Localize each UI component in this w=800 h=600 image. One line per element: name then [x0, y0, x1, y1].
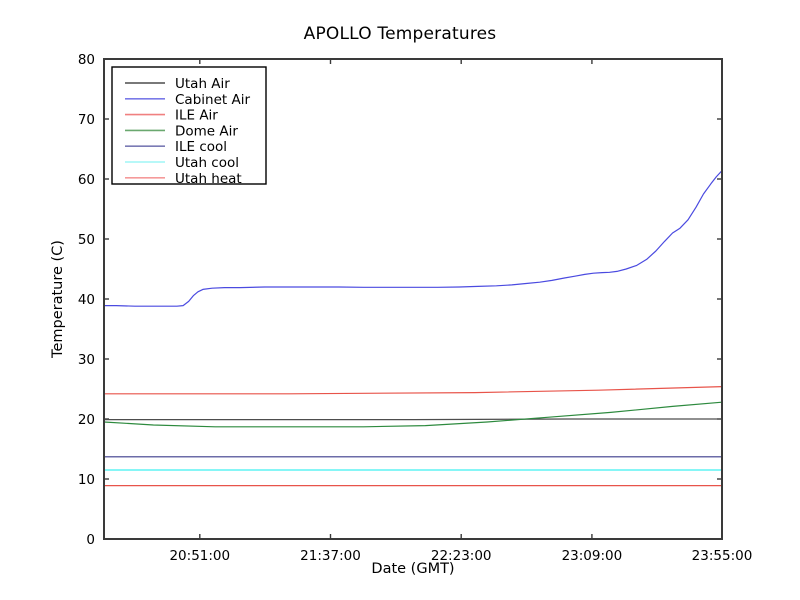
legend-label-utah-cool: Utah cool	[175, 155, 239, 171]
y-tick-label: 60	[78, 172, 95, 188]
y-axis-label: Temperature (C)	[50, 240, 66, 359]
series-line-cabinet-air	[103, 170, 723, 307]
y-tick-label: 10	[78, 472, 95, 488]
x-axis-tick-marks	[199, 59, 723, 539]
data-series-group	[103, 170, 723, 487]
x-tick-label: 22:23:00	[431, 548, 492, 564]
x-tick-label: 23:55:00	[692, 548, 753, 564]
series-line-dome-air	[103, 401, 723, 428]
y-axis-tick-labels: 0 10 20 30 40 50 60 70 80	[78, 52, 95, 548]
x-axis-tick-labels: 20:51:00 21:37:00 22:23:00 23:09:00 23:55:00	[169, 548, 752, 564]
legend-label-utah-heat: Utah heat	[175, 171, 242, 187]
legend-background	[111, 66, 267, 185]
y-tick-label: 0	[86, 532, 95, 548]
x-tick-label: 21:37:00	[300, 548, 361, 564]
y-tick-label: 80	[78, 52, 95, 68]
legend-label-ile-air: ILE Air	[175, 108, 218, 124]
legend-label-cabinet-air: Cabinet Air	[175, 92, 250, 108]
page-title: APOLLO Temperatures	[303, 24, 497, 44]
x-tick-label: 23:09:00	[562, 548, 623, 564]
legend-label-utah-air: Utah Air	[175, 76, 230, 92]
plot-frame	[103, 58, 723, 540]
legend-label-dome-air: Dome Air	[175, 123, 238, 139]
series-line-utah-air	[103, 418, 723, 421]
legend-label-ile-cool: ILE cool	[175, 139, 227, 155]
x-tick-label: 20:51:00	[169, 548, 230, 564]
y-tick-label: 70	[78, 112, 95, 128]
series-line-ile-air	[103, 386, 723, 395]
y-tick-label: 20	[78, 412, 95, 428]
y-tick-label: 30	[78, 352, 95, 368]
y-tick-label: 50	[78, 232, 95, 248]
x-axis-label: Date (GMT)	[371, 561, 454, 577]
y-tick-label: 40	[78, 292, 95, 308]
